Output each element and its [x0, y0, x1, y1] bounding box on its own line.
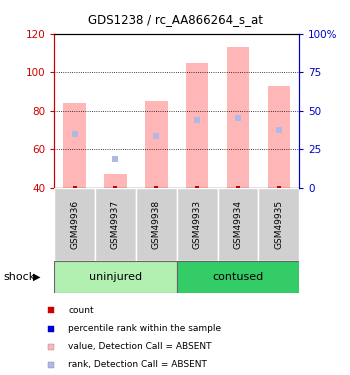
Bar — [54, 261, 177, 293]
Text: GSM49938: GSM49938 — [152, 200, 161, 249]
Text: GSM49933: GSM49933 — [193, 200, 202, 249]
Text: GSM49936: GSM49936 — [70, 200, 79, 249]
Bar — [177, 261, 299, 293]
Bar — [136, 188, 177, 261]
Bar — [177, 188, 218, 261]
Bar — [95, 188, 136, 261]
Bar — [186, 63, 208, 188]
Text: shock: shock — [4, 272, 36, 282]
Bar — [104, 174, 127, 188]
Bar — [258, 188, 299, 261]
Bar — [54, 188, 95, 261]
Text: ▶: ▶ — [33, 272, 41, 282]
Bar — [63, 103, 86, 188]
Text: uninjured: uninjured — [89, 272, 142, 282]
Bar — [145, 101, 168, 188]
Bar — [227, 47, 249, 188]
Text: GDS1238 / rc_AA866264_s_at: GDS1238 / rc_AA866264_s_at — [88, 13, 262, 26]
Text: value, Detection Call = ABSENT: value, Detection Call = ABSENT — [68, 342, 212, 351]
Text: rank, Detection Call = ABSENT: rank, Detection Call = ABSENT — [68, 360, 207, 369]
Bar — [268, 86, 290, 188]
Text: contused: contused — [212, 272, 264, 282]
Text: count: count — [68, 306, 94, 315]
Text: percentile rank within the sample: percentile rank within the sample — [68, 324, 221, 333]
Text: GSM49934: GSM49934 — [233, 200, 243, 249]
Bar — [218, 188, 258, 261]
Text: GSM49935: GSM49935 — [274, 200, 284, 249]
Text: GSM49937: GSM49937 — [111, 200, 120, 249]
